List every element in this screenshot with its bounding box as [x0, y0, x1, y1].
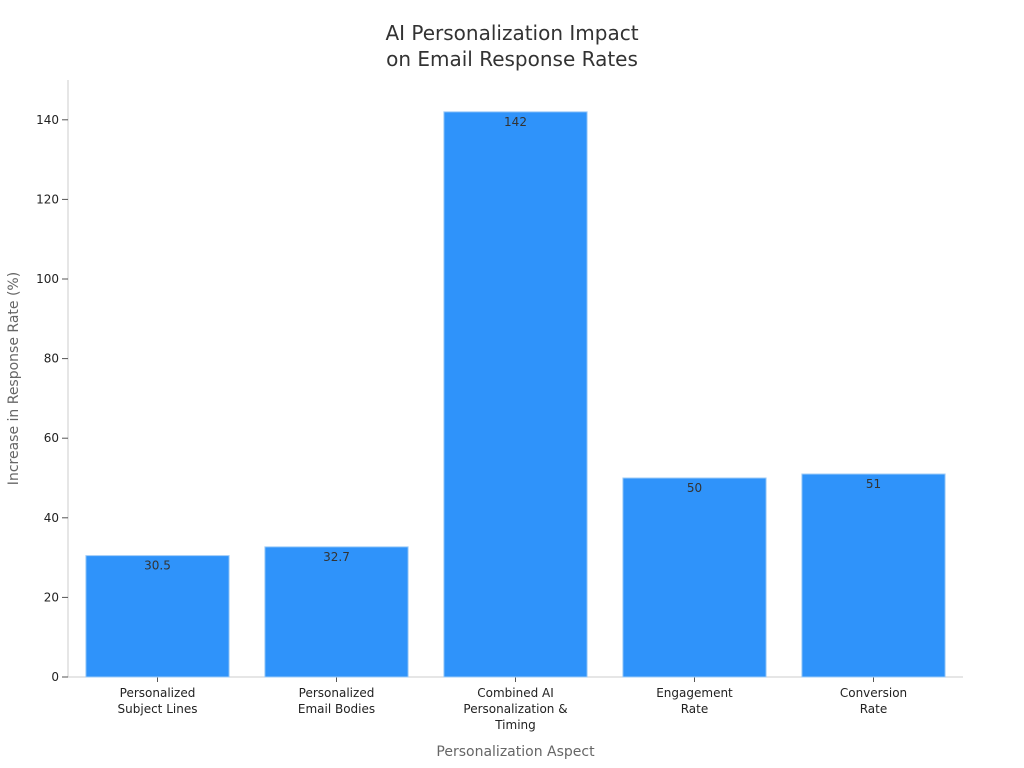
y-axis-title: Increase in Response Rate (%)	[6, 272, 22, 485]
y-tick-label: 40	[44, 511, 59, 525]
bar	[264, 546, 409, 678]
x-axis-title: Personalization Aspect	[436, 744, 595, 760]
x-tick-label: Conversion Rate	[840, 686, 907, 716]
bar-value-label: 32.7	[323, 550, 350, 564]
x-tick-label: Personalized Subject Lines	[118, 686, 198, 716]
bar-value-label: 30.5	[144, 559, 171, 573]
x-tick-label: Combined AI Personalization & Timing	[463, 686, 567, 732]
bar	[801, 473, 946, 678]
bar-value-label: 50	[687, 481, 702, 495]
y-tick-label: 60	[44, 431, 59, 445]
chart-title: AI Personalization Impact on Email Respon…	[385, 21, 638, 71]
bar	[443, 111, 588, 678]
y-tick-label: 120	[36, 192, 59, 206]
bar	[622, 477, 767, 678]
y-tick-label: 20	[44, 590, 59, 604]
x-tick-label: Engagement Rate	[656, 686, 733, 716]
bar-value-label: 51	[866, 477, 881, 491]
bar-value-label: 142	[504, 115, 527, 129]
y-tick-label: 100	[36, 272, 59, 286]
bars	[85, 111, 946, 678]
y-tick-label: 80	[44, 352, 59, 366]
x-tick-label: Personalized Email Bodies	[298, 686, 375, 716]
bar	[85, 555, 230, 678]
y-tick-label: 0	[51, 670, 59, 684]
y-tick-label: 140	[36, 113, 59, 127]
data-labels: 30.5 32.7 142 50 51	[144, 115, 881, 573]
x-axis: Personalized Subject Lines Personalized Ema…	[68, 676, 963, 732]
y-axis: 0 20 40 60 80 100 120 140	[36, 80, 69, 684]
